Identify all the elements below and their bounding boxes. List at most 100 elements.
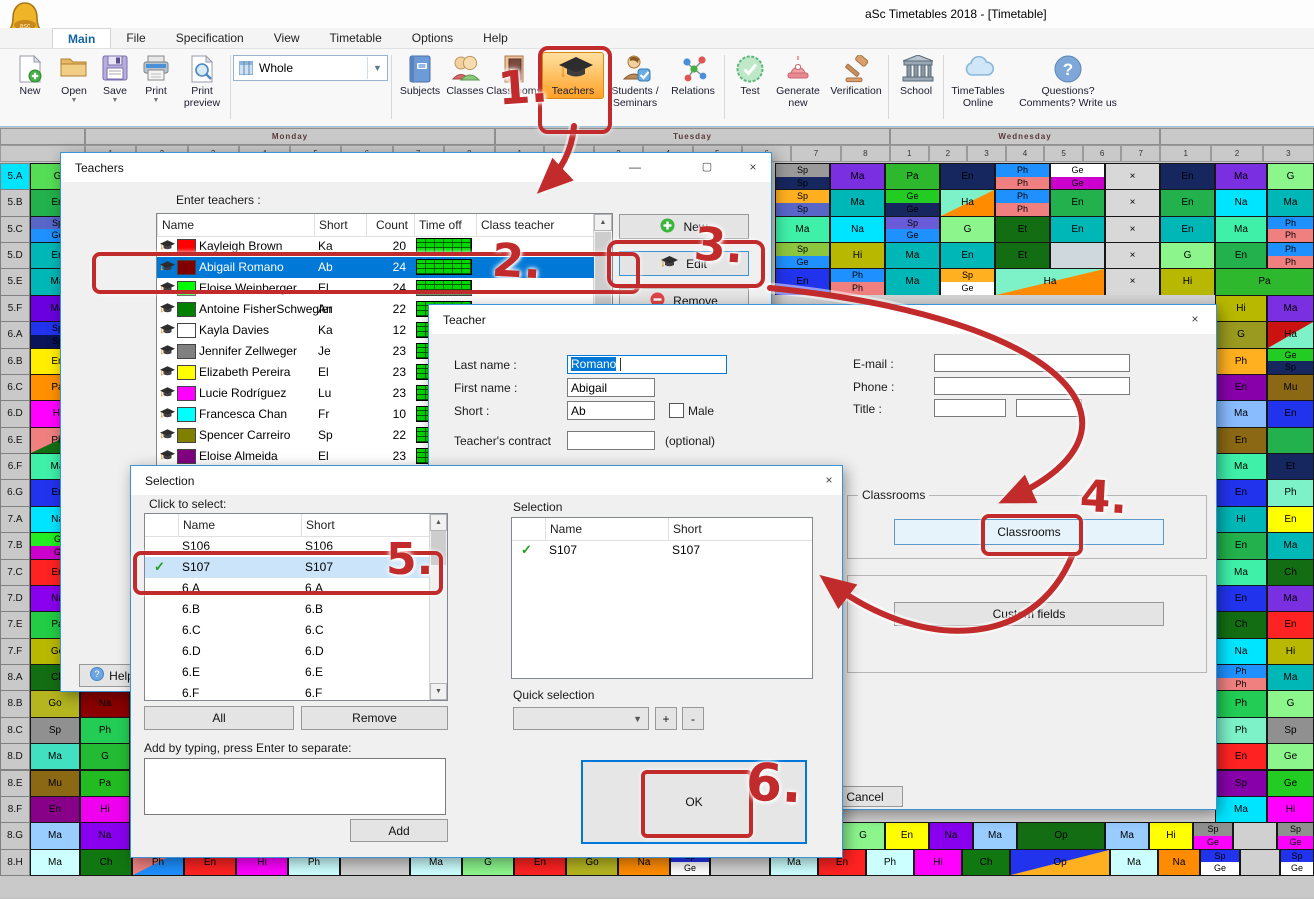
cancel-button[interactable]: Cancel	[827, 786, 903, 807]
timetable-cell[interactable]: Ma	[775, 215, 830, 244]
timetable-cell[interactable]: Hi	[914, 848, 962, 876]
teachers-dialog-titlebar[interactable]: Teachers — ▢ ×	[61, 153, 771, 182]
close-icon[interactable]: ×	[1191, 312, 1199, 326]
toolbar-button-save[interactable]: Save ▼	[96, 53, 134, 104]
timetable-cell[interactable]: En	[1215, 743, 1267, 771]
timetable-cell[interactable]: Ph Ph	[995, 189, 1050, 217]
selection-row-6.c[interactable]: 6.C 6.C	[145, 620, 429, 641]
timetable-cell[interactable]: Hi	[1267, 637, 1314, 666]
timetable-cell[interactable]: Sp	[30, 716, 80, 745]
timetable-cell[interactable]: G	[1267, 690, 1314, 718]
timetable-cell[interactable]: Ma	[1267, 664, 1314, 692]
timetable-cell[interactable]: En	[775, 268, 830, 296]
contract-field[interactable]	[567, 431, 655, 450]
timetable-cell[interactable]: G	[841, 822, 885, 850]
timetable-cell[interactable]: Ha	[1267, 321, 1314, 349]
select-all-button[interactable]: All	[144, 706, 294, 730]
ok-button[interactable]: OK	[581, 760, 807, 844]
new-teacher-button[interactable]: New	[619, 214, 749, 239]
timetable-cell[interactable]: Na	[929, 822, 973, 850]
timetable-cell[interactable]: G	[1160, 242, 1215, 270]
timetable-cell[interactable]: Ma	[1215, 795, 1267, 824]
short-field[interactable]	[567, 401, 655, 420]
column-header-class-teacher[interactable]: Class teacher	[476, 214, 596, 236]
toolbar-button-test[interactable]: Test	[729, 53, 771, 98]
timetable-cell[interactable]: Na	[830, 215, 885, 244]
timetable-cell[interactable]: Ma	[1215, 400, 1267, 428]
menu-tab-view[interactable]: View	[273, 31, 300, 45]
timetable-cell[interactable]	[1240, 848, 1280, 876]
time-off-grid[interactable]	[416, 259, 472, 275]
timetable-cell[interactable]: Ma	[830, 189, 885, 217]
timetable-cell[interactable]: Ma	[1215, 215, 1267, 244]
add-by-typing-textarea[interactable]	[144, 758, 446, 815]
timetable-cell[interactable]: Ma	[973, 822, 1017, 850]
teacher-row[interactable]: Eloise Weinberger El 24	[157, 278, 594, 299]
timetable-cell[interactable]: Pa	[1215, 268, 1314, 296]
timetable-cell[interactable]: Ph	[1215, 347, 1267, 375]
timetable-cell[interactable]: ×	[1105, 189, 1160, 217]
email-field[interactable]	[934, 354, 1130, 372]
timetable-cell[interactable]: Ch	[1267, 558, 1314, 586]
toolbar-button-relations[interactable]: Relations	[668, 53, 718, 98]
timetable-cell[interactable]: En	[1215, 479, 1267, 507]
remove-selection-button[interactable]: Remove	[301, 706, 448, 730]
timetable-cell[interactable]: Ph Ph	[830, 268, 885, 296]
selection-row-s107[interactable]: ✓ S107 S107	[145, 557, 429, 578]
toolbar-button-print[interactable]: Print ▼	[136, 53, 176, 104]
maximize-icon[interactable]: ▢	[701, 161, 713, 173]
time-off-grid[interactable]	[416, 238, 472, 254]
view-selector-combo[interactable]: Whole ▼	[233, 55, 388, 81]
toolbar-button-generate-new[interactable]: Generate new	[771, 53, 825, 110]
timetable-cell[interactable]: Ph	[1267, 479, 1314, 507]
close-icon[interactable]: ×	[749, 160, 757, 174]
timetable-cell[interactable]: Ch	[80, 848, 132, 876]
timetable-cell[interactable]: Ma	[885, 268, 940, 296]
minimize-icon[interactable]: —	[629, 160, 641, 174]
timetable-cell[interactable]: Ma	[30, 848, 80, 876]
timetable-cell[interactable]	[1233, 822, 1277, 850]
title-field-2[interactable]	[1016, 399, 1082, 417]
timetable-cell[interactable]: En	[1215, 242, 1267, 270]
timetable-cell[interactable]: Ph	[866, 848, 914, 876]
timetable-cell[interactable]: Ha	[940, 189, 995, 217]
selection-row-s106[interactable]: S106 S106	[145, 536, 429, 557]
timetable-cell[interactable]: Ph	[80, 716, 130, 745]
time-off-grid[interactable]	[416, 280, 472, 296]
menu-tab-file[interactable]: File	[126, 31, 146, 45]
timetable-cell[interactable]: Na	[1215, 189, 1267, 217]
toolbar-button-subjects[interactable]: Subjects	[397, 53, 443, 98]
custom-fields-button[interactable]: Custom fields	[894, 602, 1164, 626]
timetable-cell[interactable]: En	[1215, 584, 1267, 613]
toolbar-button-open[interactable]: Open ▼	[54, 53, 94, 104]
male-checkbox[interactable]	[669, 403, 684, 418]
timetable-cell[interactable]: Pa	[80, 769, 130, 797]
timetable-cell[interactable]: Sp	[1215, 769, 1267, 797]
timetable-cell[interactable]: En	[1050, 189, 1105, 217]
timetable-cell[interactable]: Ge Sp	[1267, 347, 1314, 375]
timetable-cell[interactable]: Ma	[1267, 294, 1314, 323]
timetable-cell[interactable]: ×	[1105, 268, 1160, 296]
timetable-cell[interactable]: Ma	[830, 163, 885, 191]
timetable-cell[interactable]: En	[885, 822, 929, 850]
timetable-cell[interactable]: Sp	[1267, 716, 1314, 745]
timetable-cell[interactable]: Ge	[1267, 769, 1314, 797]
timetable-cell[interactable]: Ch	[962, 848, 1010, 876]
timetable-cell[interactable]: Op	[1017, 822, 1105, 850]
column-header-short[interactable]: Short	[668, 518, 812, 540]
timetable-cell[interactable]: Hi	[80, 795, 130, 824]
timetable-cell[interactable]: Na	[80, 822, 130, 850]
toolbar-button-teachers[interactable]: Teachers	[542, 52, 604, 99]
selection-row-6.e[interactable]: 6.E 6.E	[145, 662, 429, 683]
timetable-cell[interactable]	[1050, 242, 1105, 270]
quick-selection-minus-button[interactable]: -	[682, 707, 704, 730]
scrollbar[interactable]: ▲ ▼	[429, 514, 447, 700]
quick-selection-combo[interactable]: ▼	[513, 707, 649, 730]
scrollbar-thumb[interactable]	[431, 531, 446, 565]
timetable-cell[interactable]: ×	[1105, 163, 1160, 191]
last-name-field[interactable]: Romano	[567, 355, 727, 374]
timetable-cell[interactable]: Et	[1267, 453, 1314, 481]
